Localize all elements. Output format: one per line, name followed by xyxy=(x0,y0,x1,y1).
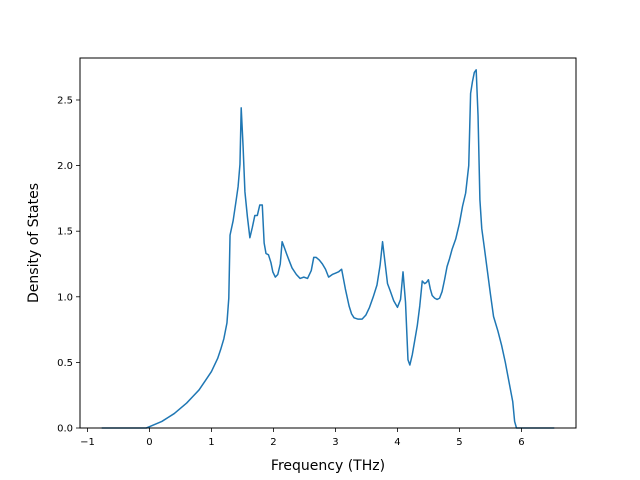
x-tick-label: 3 xyxy=(332,437,338,448)
x-tick-label: 1 xyxy=(208,437,214,448)
y-tick-label: 1.5 xyxy=(57,227,73,238)
y-axis: 0.0 0.5 1.0 1.5 2.0 2.5 xyxy=(57,95,80,435)
y-tick-label: 0.0 xyxy=(57,424,73,435)
dos-line-series-0 xyxy=(101,69,555,429)
y-tick-label: 0.5 xyxy=(57,358,73,369)
y-tick-label: 2.5 xyxy=(57,95,73,106)
x-tick-label: 0 xyxy=(146,437,152,448)
x-tick-label: 6 xyxy=(518,437,524,448)
x-tick-label: −1 xyxy=(80,437,95,448)
y-tick-label: 2.0 xyxy=(57,161,73,172)
x-axis-label: Frequency (THz) xyxy=(271,458,385,474)
y-tick-label: 1.0 xyxy=(57,292,73,303)
x-tick-label: 2 xyxy=(270,437,276,448)
axes-frame xyxy=(79,57,577,429)
x-tick-label: 4 xyxy=(394,437,400,448)
x-tick-label: 5 xyxy=(456,437,462,448)
x-axis: −1 0 1 2 3 4 5 6 xyxy=(80,428,525,448)
plot-area xyxy=(79,57,577,429)
y-axis-label: Density of States xyxy=(26,183,42,303)
series-layer xyxy=(101,69,555,429)
